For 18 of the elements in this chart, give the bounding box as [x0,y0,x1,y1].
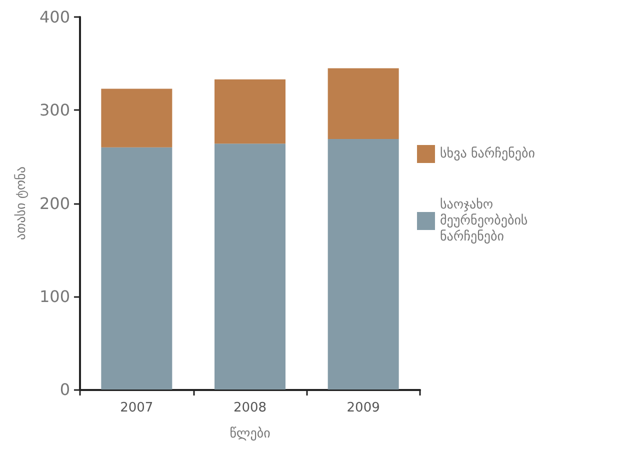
x-tick-label: 2008 [233,400,267,416]
y-axis-title: ათასი ტონა [14,166,29,240]
bar [101,88,172,148]
bar [214,79,286,144]
y-tick-label: 200 [39,194,70,213]
x-tick-label: 2007 [120,400,154,416]
x-axis-title: წლები [230,426,271,442]
bar [328,138,399,390]
y-tick-label: 400 [39,8,70,26]
bar [101,147,172,390]
legend-label: სხვა ნარჩენები [440,146,536,162]
x-tick-label: 2009 [346,400,380,416]
y-tick-label: 0 [60,380,70,399]
bar [328,68,399,139]
bar [214,144,286,390]
y-tick-label: 100 [39,286,70,306]
y-tick-label: 300 [39,100,70,120]
legend-label: საოჯახო მეურნეობების ნარჩენები [440,198,532,244]
